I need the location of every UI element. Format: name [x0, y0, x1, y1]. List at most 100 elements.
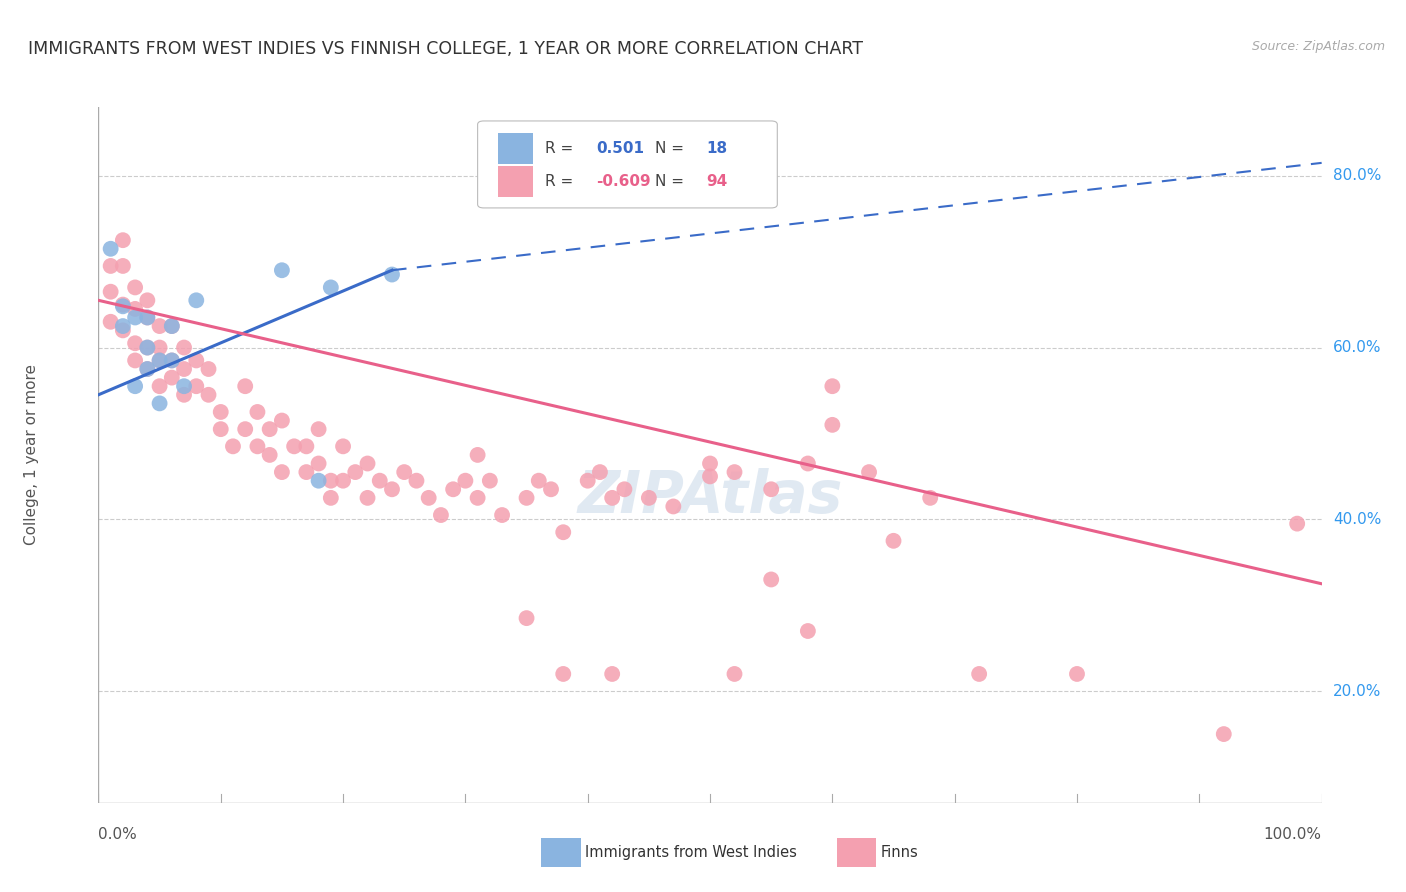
- Point: [883, 533, 905, 548]
- Point: [308, 457, 330, 471]
- Point: [233, 379, 256, 393]
- Point: [295, 465, 318, 479]
- Point: [149, 353, 172, 368]
- Point: [332, 439, 354, 453]
- Point: [515, 491, 537, 505]
- Point: [589, 465, 612, 479]
- Point: [821, 379, 844, 393]
- Point: [149, 379, 172, 393]
- Text: R =: R =: [546, 174, 578, 189]
- Text: Source: ZipAtlas.com: Source: ZipAtlas.com: [1251, 40, 1385, 54]
- Point: [613, 483, 636, 497]
- Point: [259, 422, 281, 436]
- Point: [111, 297, 134, 311]
- Point: [761, 573, 783, 587]
- Point: [821, 417, 844, 432]
- Point: [124, 310, 146, 325]
- Point: [553, 525, 575, 540]
- Point: [430, 508, 453, 522]
- Point: [637, 491, 661, 505]
- Point: [600, 667, 623, 681]
- Point: [173, 341, 195, 355]
- Point: [124, 301, 146, 316]
- Text: 20.0%: 20.0%: [1333, 683, 1381, 698]
- Point: [111, 299, 134, 313]
- Text: Immigrants from West Indies: Immigrants from West Indies: [585, 846, 797, 860]
- Point: [136, 310, 159, 325]
- Point: [920, 491, 942, 505]
- Point: [576, 474, 599, 488]
- Point: [186, 379, 208, 393]
- Point: [405, 474, 427, 488]
- Point: [136, 293, 159, 308]
- Point: [381, 268, 404, 282]
- Point: [149, 319, 172, 334]
- Point: [149, 341, 172, 355]
- Point: [233, 422, 256, 436]
- Point: [270, 263, 294, 277]
- Point: [699, 469, 721, 483]
- Text: College, 1 year or more: College, 1 year or more: [24, 365, 38, 545]
- FancyBboxPatch shape: [498, 133, 533, 164]
- Point: [209, 405, 232, 419]
- Point: [356, 457, 378, 471]
- Point: [723, 667, 745, 681]
- Point: [124, 336, 146, 351]
- Point: [246, 439, 269, 453]
- Point: [160, 370, 183, 384]
- Point: [259, 448, 281, 462]
- Point: [197, 362, 219, 376]
- Point: [149, 353, 172, 368]
- Point: [173, 388, 195, 402]
- Text: 0.501: 0.501: [596, 141, 644, 156]
- Point: [136, 341, 159, 355]
- Point: [136, 362, 159, 376]
- Point: [283, 439, 305, 453]
- Point: [723, 465, 745, 479]
- Point: [124, 353, 146, 368]
- Text: ZIPAtlas: ZIPAtlas: [578, 468, 842, 525]
- Point: [160, 353, 183, 368]
- Point: [186, 293, 208, 308]
- Point: [662, 500, 685, 514]
- Point: [136, 310, 159, 325]
- Point: [1066, 667, 1088, 681]
- Point: [858, 465, 880, 479]
- Point: [392, 465, 416, 479]
- Point: [124, 280, 146, 294]
- Point: [319, 474, 342, 488]
- Point: [344, 465, 367, 479]
- Point: [441, 483, 464, 497]
- Point: [467, 448, 489, 462]
- Point: [356, 491, 378, 505]
- FancyBboxPatch shape: [478, 121, 778, 208]
- Point: [515, 611, 537, 625]
- Point: [478, 474, 501, 488]
- Point: [111, 323, 134, 337]
- Text: IMMIGRANTS FROM WEST INDIES VS FINNISH COLLEGE, 1 YEAR OR MORE CORRELATION CHART: IMMIGRANTS FROM WEST INDIES VS FINNISH C…: [28, 40, 863, 58]
- Point: [1286, 516, 1309, 531]
- Point: [270, 465, 294, 479]
- Point: [111, 259, 134, 273]
- Point: [246, 405, 269, 419]
- Point: [308, 422, 330, 436]
- Point: [467, 491, 489, 505]
- Point: [967, 667, 990, 681]
- Point: [111, 319, 134, 334]
- Point: [173, 379, 195, 393]
- Point: [699, 457, 721, 471]
- Point: [270, 413, 294, 427]
- Point: [319, 280, 342, 294]
- Point: [553, 667, 575, 681]
- Point: [381, 483, 404, 497]
- Text: -0.609: -0.609: [596, 174, 651, 189]
- Point: [173, 362, 195, 376]
- Point: [136, 362, 159, 376]
- Point: [111, 233, 134, 247]
- Text: N =: N =: [655, 141, 689, 156]
- Point: [100, 315, 122, 329]
- Point: [186, 353, 208, 368]
- Point: [540, 483, 562, 497]
- Point: [100, 242, 122, 256]
- Text: 40.0%: 40.0%: [1333, 512, 1381, 527]
